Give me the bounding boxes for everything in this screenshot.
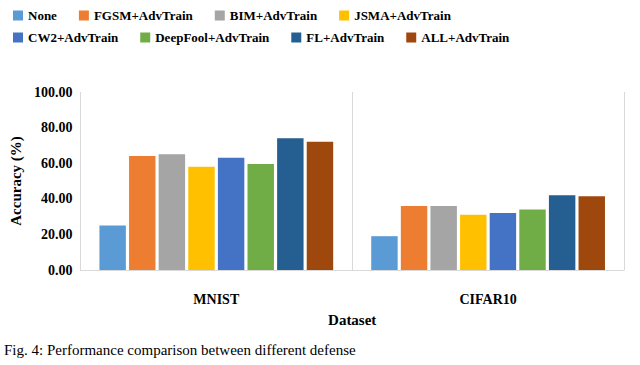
svg-text:CW2+AdvTrain: CW2+AdvTrain	[28, 30, 119, 45]
svg-text:BIM+AdvTrain: BIM+AdvTrain	[230, 8, 318, 23]
svg-text:100.00: 100.00	[34, 85, 73, 100]
svg-text:0.00: 0.00	[48, 263, 73, 278]
svg-text:MNIST: MNIST	[193, 292, 240, 307]
svg-text:Fig. 4: Performance comparison: Fig. 4: Performance comparison between d…	[4, 342, 356, 358]
svg-text:JSMA+AdvTrain: JSMA+AdvTrain	[354, 8, 452, 23]
svg-text:Accuracy (%): Accuracy (%)	[8, 136, 25, 226]
svg-text:Dataset: Dataset	[328, 312, 376, 328]
svg-text:ALL+AdvTrain: ALL+AdvTrain	[421, 30, 510, 45]
svg-text:FGSM+AdvTrain: FGSM+AdvTrain	[94, 8, 194, 23]
svg-text:20.00: 20.00	[41, 227, 73, 242]
svg-text:CIFAR10: CIFAR10	[459, 292, 516, 307]
svg-text:FL+AdvTrain: FL+AdvTrain	[306, 30, 385, 45]
svg-text:None: None	[28, 8, 57, 23]
svg-text:60.00: 60.00	[41, 156, 73, 171]
svg-text:80.00: 80.00	[41, 120, 73, 135]
svg-text:DeepFool+AdvTrain: DeepFool+AdvTrain	[155, 30, 270, 45]
svg-text:40.00: 40.00	[41, 191, 73, 206]
